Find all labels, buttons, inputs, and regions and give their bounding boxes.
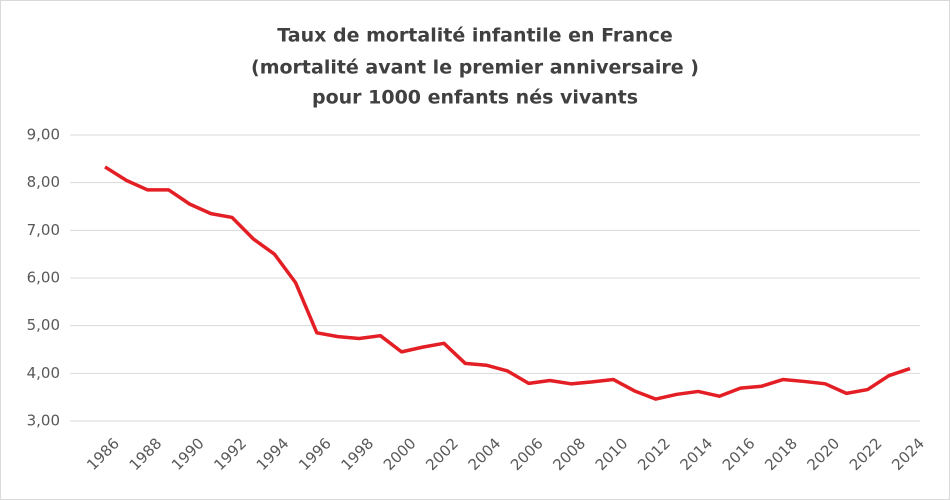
y-tick-label: 9,00: [27, 126, 60, 144]
chart-title: (mortalité avant le premier anniversaire…: [251, 57, 699, 79]
y-tick-label: 5,00: [27, 316, 60, 334]
chart-title: pour 1000 enfants nés vivants: [312, 87, 638, 109]
y-tick-label: 8,00: [27, 173, 60, 191]
y-tick-label: 3,00: [27, 412, 60, 430]
y-tick-label: 4,00: [27, 364, 60, 382]
data-line: [104, 165, 911, 401]
chart-title: Taux de mortalité infantile en France: [277, 25, 672, 47]
y-tick-label: 7,00: [27, 221, 60, 239]
y-tick-label: 6,00: [27, 269, 60, 287]
